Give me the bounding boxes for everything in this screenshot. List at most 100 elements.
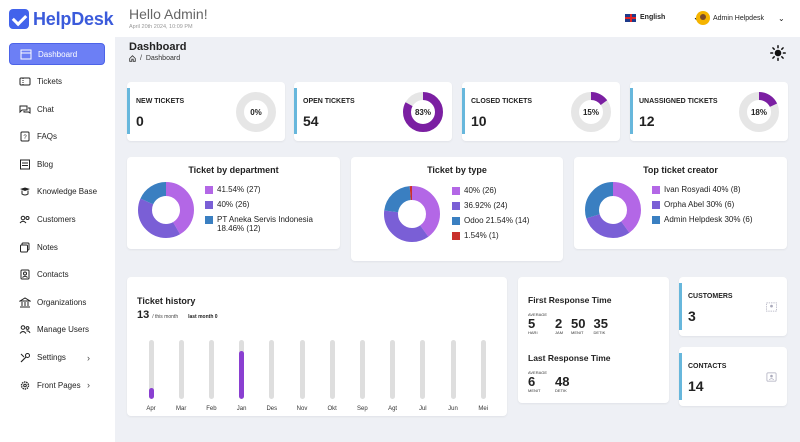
user-name: Admin Helpdesk [713,14,764,22]
stat-label: OPEN TICKETS [303,98,355,105]
stat-label: CLOSED TICKETS [471,98,533,105]
history-bar[interactable] [390,340,396,399]
sidebar-item-organizations[interactable]: Organizations [9,291,105,313]
month-label: Jul [418,406,427,412]
donut-slice[interactable] [138,182,194,238]
sidebar-item-faqs[interactable]: ? FAQs [9,126,105,148]
history-bar[interactable] [450,340,456,399]
legend-label: Odoo 21.54% (14) [464,216,530,225]
sidebar-item-label: Customers [37,215,76,225]
legend-item[interactable]: Ivan Rosyadi 40% (8) [652,185,752,194]
legend-item[interactable]: Admin Helpdesk 30% (6) [652,215,752,224]
home-icon[interactable] [129,55,136,62]
sidebar-item-blog[interactable]: Blog [9,153,105,175]
response-number: 35 [593,316,608,331]
month-label: Sep [357,406,368,412]
contacts-icon [18,269,31,280]
contacts-card[interactable]: CONTACTS 14 [679,347,787,406]
legend-label: Orpha Abel 30% (6) [664,200,735,209]
stat-percent: 15% [582,107,599,117]
donut-chart [585,182,641,238]
history-bar[interactable] [420,340,426,399]
accent-bar [679,283,682,330]
response-number: 2 [555,316,563,331]
svg-text:?: ? [23,135,27,141]
chart-legend: 41.54% (27) 40% (26) PT Aneka Servis Indon… [205,185,332,239]
ticket-history-summary: 13 / this month last month 0 [137,309,228,321]
donut-slice[interactable] [138,182,194,238]
stat-card-unassigned-tickets[interactable]: UNASSIGNED TICKETS 12 18% [630,82,788,141]
month-label: Mar [176,406,187,412]
legend-item[interactable]: 40% (26) [452,186,529,195]
stat-percent: 18% [750,107,767,117]
month-label: Jan [236,406,247,412]
legend-swatch [205,201,213,209]
donut-slice[interactable] [585,182,641,238]
legend-label: 40% (26) [464,186,497,195]
legend-item[interactable]: 36.92% (24) [452,201,529,210]
sidebar-item-manage-users[interactable]: Manage Users [9,319,105,341]
sidebar-item-customers[interactable]: Customers [9,209,105,231]
building-icon [18,297,31,308]
history-bar[interactable] [480,340,486,399]
sidebar-item-label: Notes [37,242,58,252]
accent-bar [679,353,682,400]
dept-chart-card: Ticket by department 41.54% (27) 40% (26) P… [127,157,340,249]
accent-bar [127,88,130,134]
history-bar[interactable] [148,340,154,399]
sidebar-item-front-pages[interactable]: Front Pages › [9,374,105,396]
donut-slice[interactable] [585,182,641,238]
chart-title: Top ticket creator [643,165,718,175]
contacts-card-icon [766,372,777,382]
legend-item[interactable]: Orpha Abel 30% (6) [652,200,752,209]
first-response-values: AVERAGE 5 HARI 2 JAM 50 MENIT 35 DETIK [528,312,616,335]
month-label: Mei [478,406,489,412]
theme-toggle-sun-icon[interactable] [770,45,786,61]
contacts-label: CONTACTS [688,363,727,370]
history-bar[interactable] [329,340,335,399]
customers-card[interactable]: CUSTOMERS 3 [679,277,787,336]
history-bar[interactable] [208,340,214,399]
history-bar[interactable] [359,340,365,399]
sidebar-item-chat[interactable]: Chat [9,98,105,120]
sidebar-item-contacts[interactable]: Contacts [9,264,105,286]
stat-card-new-tickets[interactable]: NEW TICKETS 0 0% [127,82,285,141]
legend-item[interactable]: 1.54% (1) [452,231,529,240]
sidebar-item-label: Organizations [37,297,87,307]
sidebar-item-dashboard[interactable]: Dashboard [9,43,105,65]
legend-item[interactable]: 40% (26) [205,200,332,209]
stat-ring-fill [403,92,443,132]
legend-item[interactable]: PT Aneka Servis Indonesia 18.46% (12) [205,215,332,233]
chart-legend: 40% (26) 36.92% (24) Odoo 21.54% (14) 1.54%… [452,186,529,246]
response-unit-label: DETIK [555,388,567,393]
history-bar[interactable] [239,340,245,399]
stat-ring [403,92,443,132]
sidebar-item-label: Dashboard [38,49,78,59]
user-menu[interactable]: Admin Helpdesk ⌄ [696,11,785,25]
legend-swatch [652,201,660,209]
ticket-history-card: Ticket history 13 / this month last mont… [127,277,507,416]
sidebar-item-notes[interactable]: Notes [9,236,105,258]
type-chart-card: Ticket by type 40% (26) 36.92% (24) Odoo 21… [351,157,563,261]
donut-slice[interactable] [384,186,440,242]
chart-title: Ticket by department [188,165,279,175]
legend-item[interactable]: Odoo 21.54% (14) [452,216,529,225]
history-bar[interactable] [269,340,275,399]
language-selector[interactable]: English ⌄ [625,13,700,22]
logo[interactable]: HelpDesk [9,8,114,30]
legend-item[interactable]: 41.54% (27) [205,185,332,194]
sidebar-item-tickets[interactable]: Tickets [9,71,105,93]
legend-label: 40% (26) [217,200,250,209]
sidebar-item-label: Blog [37,159,54,169]
chevron-right-icon: › [87,352,90,363]
month-label: Okt [327,406,337,412]
greeting: Hello Admin! [129,6,208,22]
stat-card-closed-tickets[interactable]: CLOSED TICKETS 10 15% [462,82,620,141]
stat-card-open-tickets[interactable]: OPEN TICKETS 54 83% [294,82,452,141]
sidebar-item-settings[interactable]: Settings › [9,347,105,369]
history-bar[interactable] [178,340,184,399]
history-bar[interactable] [299,340,305,399]
donut-slice[interactable] [384,186,440,242]
history-bar-fill [239,351,245,399]
sidebar-item-knowledge-base[interactable]: Knowledge Base [9,181,105,203]
